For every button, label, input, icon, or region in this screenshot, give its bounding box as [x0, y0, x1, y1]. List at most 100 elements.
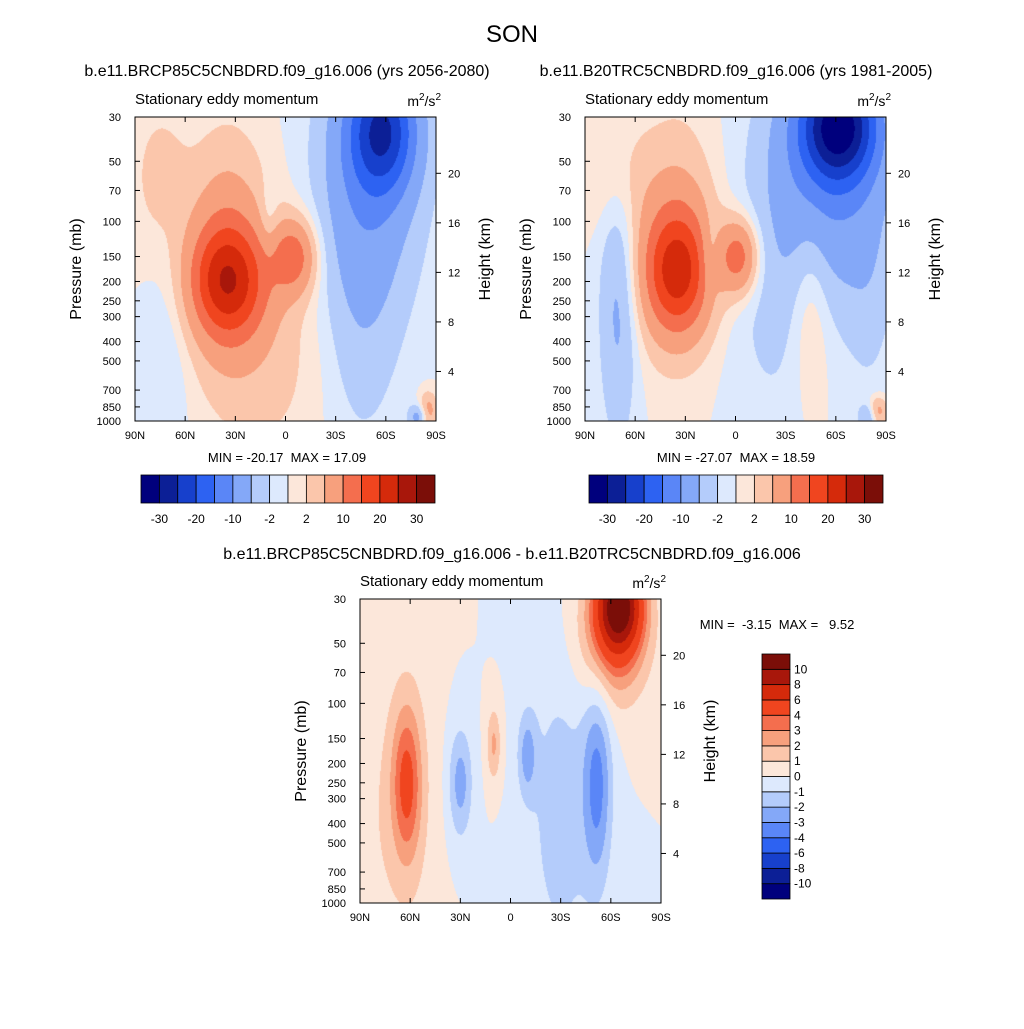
x-tick-label: 0 — [507, 912, 513, 924]
x-tick-label: 90N — [350, 912, 370, 924]
heatmap-field — [135, 117, 436, 421]
y-tick-label: 250 — [328, 778, 346, 790]
y-tick-label: 50 — [559, 156, 571, 168]
colorbar-box — [761, 668, 791, 686]
colorbar-box — [662, 474, 682, 504]
y-tick-label: 30 — [109, 112, 121, 124]
colorbar-tick-label: -4 — [794, 831, 805, 845]
height-tick-label: 4 — [898, 366, 904, 378]
y-tick-label: 1000 — [547, 416, 571, 428]
units-label: m2/s2 — [407, 92, 441, 109]
colorbar-tick-label: 1 — [794, 754, 801, 768]
y-tick-label: 300 — [103, 312, 121, 324]
y-tick-label: 250 — [553, 296, 571, 308]
colorbar-box — [717, 474, 737, 504]
colorbar-box — [269, 474, 289, 504]
y-tick-label: 100 — [328, 698, 346, 710]
colorbar-box — [232, 474, 252, 504]
colorbar-tick-label: 2 — [303, 512, 310, 526]
colorbar-box — [761, 822, 791, 839]
y-axis-title: Pressure (mb) — [518, 218, 535, 319]
figure-title: SON — [486, 21, 538, 48]
colorbar-tick-label: 3 — [794, 724, 801, 738]
y-tick-label: 30 — [334, 594, 346, 606]
colorbar-tick-label: -1 — [794, 785, 805, 799]
y-tick-label: 850 — [553, 402, 571, 414]
colorbar-tick-label: 0 — [794, 770, 801, 784]
colorbar-tick-label: 4 — [794, 708, 801, 722]
y-axis-title: Pressure (mb) — [293, 700, 310, 801]
units-divider: /s — [875, 93, 886, 109]
y-tick-label: 400 — [328, 819, 346, 831]
y-tick-label: 300 — [328, 794, 346, 806]
chart-panel-1: b.e11.BRCP85C5CNBDRD.f09_g16.006 (yrs 20… — [68, 63, 494, 526]
heatmap-canvas — [585, 117, 886, 421]
colorbar-box — [761, 745, 791, 762]
colorbar-box — [680, 474, 700, 504]
y-tick-label: 150 — [103, 252, 121, 264]
colorbar-tick-label: 6 — [794, 693, 801, 707]
colorbar-box — [761, 883, 791, 900]
colorbar-box — [140, 474, 160, 504]
min-max-label: MIN = -20.17 MAX = 17.09 — [208, 450, 366, 465]
y-tick-label: 200 — [553, 276, 571, 288]
y-tick-label: 700 — [103, 385, 121, 397]
x-tick-label: 0 — [282, 430, 288, 442]
y-tick-label: 1000 — [322, 898, 346, 910]
colorbar-box — [827, 474, 847, 504]
min-max-label: MIN = -27.07 MAX = 18.59 — [657, 450, 815, 465]
height-tick-label: 20 — [673, 650, 685, 662]
colorbar-box — [416, 474, 436, 504]
height-tick-label: 8 — [673, 799, 679, 811]
x-tick-label: 90N — [125, 430, 145, 442]
y-tick-label: 200 — [103, 276, 121, 288]
colorbar-tick-label: -10 — [224, 512, 242, 526]
colorbar-box — [342, 474, 362, 504]
y-tick-label: 300 — [553, 312, 571, 324]
height-tick-label: 4 — [448, 366, 454, 378]
y-tick-label: 700 — [328, 867, 346, 879]
panel-title: b.e11.BRCP85C5CNBDRD.f09_g16.006 (yrs 20… — [84, 63, 489, 80]
y-tick-label: 150 — [553, 252, 571, 264]
colorbar-tick-label: 30 — [410, 512, 424, 526]
panel-title: b.e11.BRCP85C5CNBDRD.f09_g16.006 - b.e11… — [223, 546, 801, 563]
y-tick-label: 150 — [328, 734, 346, 746]
x-tick-label: 30S — [551, 912, 571, 924]
variable-label: Stationary eddy momentum — [360, 573, 543, 590]
height-tick-label: 16 — [448, 218, 460, 230]
colorbar-tick-label: -2 — [794, 800, 805, 814]
colorbar-box — [379, 474, 399, 504]
colorbar-tick-label: 2 — [794, 739, 801, 753]
chart-panel-3: b.e11.BRCP85C5CNBDRD.f09_g16.006 - b.e11… — [223, 546, 854, 924]
height-tick-label: 16 — [898, 218, 910, 230]
colorbar-tick-label: 30 — [858, 512, 872, 526]
colorbar-box — [698, 474, 719, 504]
height-tick-label: 12 — [673, 749, 685, 761]
units-base: m — [407, 93, 419, 109]
units-exponent: 2 — [885, 92, 891, 103]
colorbar-box — [761, 730, 791, 747]
colorbar-tick-label: -10 — [672, 512, 690, 526]
x-tick-label: 90S — [876, 430, 896, 442]
colorbar-box — [214, 474, 234, 504]
y-tick-label: 100 — [103, 216, 121, 228]
colorbar-tick-label: -20 — [187, 512, 205, 526]
colorbar-box — [735, 474, 755, 504]
heatmap-canvas — [135, 117, 436, 421]
colorbar-box — [324, 474, 344, 504]
colorbar-box — [761, 791, 791, 808]
x-tick-label: 60S — [376, 430, 396, 442]
height-tick-label: 20 — [898, 168, 910, 180]
units-exponent: 2 — [435, 92, 441, 103]
height-tick-label: 4 — [673, 848, 679, 860]
y-tick-label: 100 — [553, 216, 571, 228]
units-exponent: 2 — [660, 574, 666, 585]
colorbar-box — [761, 806, 791, 823]
colorbar-tick-label: 20 — [373, 512, 387, 526]
y-axis-title-right: Height (km) — [927, 218, 944, 301]
y-tick-label: 70 — [334, 667, 346, 679]
colorbar-tick-label: 8 — [794, 678, 801, 692]
